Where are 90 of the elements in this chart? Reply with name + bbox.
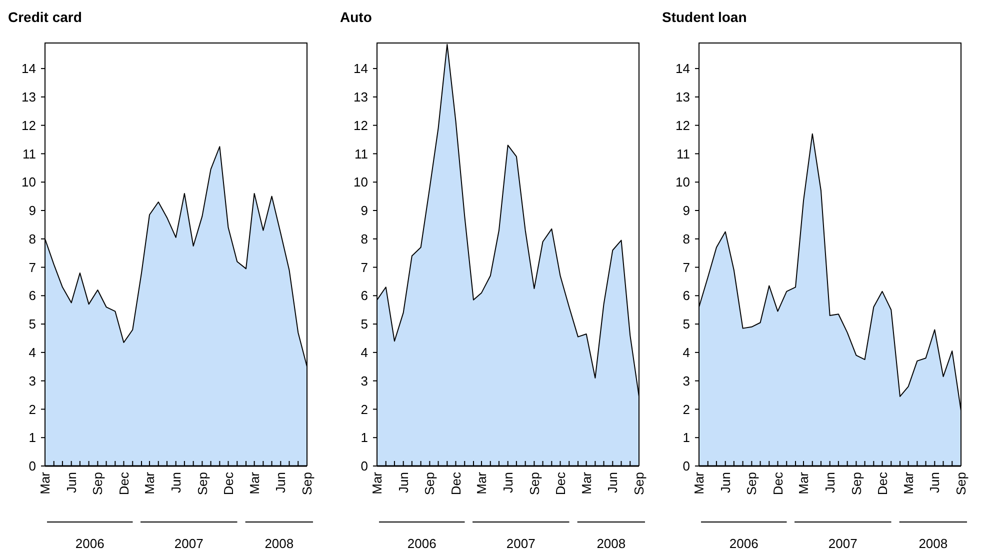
x-tick-label: Mar bbox=[692, 471, 707, 494]
y-tick-label: 3 bbox=[28, 373, 36, 388]
x-tick-label: Mar bbox=[900, 471, 916, 494]
y-tick-label: 12 bbox=[354, 118, 368, 133]
x-tick-label: Sep bbox=[848, 472, 864, 496]
y-tick-label: 5 bbox=[28, 316, 36, 332]
y-tick-label: 10 bbox=[676, 174, 690, 190]
y-tick-label: 13 bbox=[354, 89, 368, 104]
y-tick-label: 2 bbox=[28, 402, 36, 417]
x-tick-label: Mar bbox=[38, 471, 53, 494]
x-tick-label: Jun bbox=[64, 472, 79, 493]
y-tick-label: 7 bbox=[360, 260, 368, 275]
x-tick-label: Sep bbox=[194, 472, 210, 496]
chart-title: Student loan bbox=[662, 9, 747, 25]
y-tick-label: 11 bbox=[354, 146, 368, 162]
text: 2006 bbox=[75, 536, 104, 551]
y-tick-label: 0 bbox=[360, 458, 368, 474]
x-tick-label: Sep bbox=[422, 472, 438, 496]
y-tick-label: 9 bbox=[28, 203, 36, 218]
x-tick-label: Jun bbox=[168, 472, 184, 493]
x-tick-label: Mar bbox=[796, 471, 812, 494]
y-tick-label: 9 bbox=[682, 203, 690, 218]
y-tick-label: 7 bbox=[682, 260, 690, 275]
y-tick-label: 6 bbox=[360, 288, 368, 304]
y-tick-label: 5 bbox=[682, 316, 690, 332]
y-tick-label: 14 bbox=[354, 61, 368, 76]
x-tick-label: Sep bbox=[632, 472, 647, 496]
y-tick-label: 4 bbox=[28, 344, 36, 360]
y-tick-label: 0 bbox=[28, 458, 36, 474]
x-tick-label: Jun bbox=[500, 472, 516, 493]
y-tick-label: 3 bbox=[360, 373, 368, 388]
y-tick-label: 13 bbox=[676, 89, 690, 104]
y-tick-label: 1 bbox=[360, 430, 368, 446]
y-tick-label: 6 bbox=[682, 288, 690, 304]
text: 2006 bbox=[407, 536, 436, 551]
y-tick-label: 14 bbox=[22, 61, 36, 76]
y-tick-label: 8 bbox=[28, 231, 36, 246]
y-tick-label: 12 bbox=[22, 118, 36, 133]
y-tick-label: 2 bbox=[682, 402, 690, 417]
x-tick-label: Sep bbox=[954, 472, 969, 496]
text: 2008 bbox=[596, 536, 626, 551]
y-tick-label: 9 bbox=[360, 203, 368, 218]
x-tick-label: Jun bbox=[396, 472, 411, 493]
x-tick-label: Sep bbox=[744, 472, 760, 496]
y-tick-label: 2 bbox=[360, 402, 368, 417]
y-tick-label: 7 bbox=[28, 260, 36, 275]
text: 2007 bbox=[828, 536, 858, 551]
y-tick-label: 11 bbox=[676, 146, 690, 162]
y-tick-label: 1 bbox=[682, 430, 690, 446]
text: 2007 bbox=[174, 536, 204, 551]
y-tick-label: 1 bbox=[28, 430, 36, 446]
y-tick-label: 5 bbox=[360, 316, 368, 332]
y-tick-label: 6 bbox=[28, 288, 36, 304]
x-tick-label: Jun bbox=[822, 472, 838, 493]
x-tick-label: Dec bbox=[116, 472, 132, 496]
y-tick-label: 8 bbox=[360, 231, 368, 246]
x-tick-label: Mar bbox=[246, 471, 262, 494]
x-tick-label: Dec bbox=[220, 472, 236, 496]
text: 2008 bbox=[918, 536, 948, 551]
chart-title: Auto bbox=[340, 9, 372, 25]
x-tick-label: Mar bbox=[142, 471, 158, 494]
y-tick-label: 4 bbox=[360, 344, 368, 360]
x-tick-label: Mar bbox=[578, 471, 594, 494]
chart-title: Credit card bbox=[8, 9, 82, 25]
y-tick-label: 4 bbox=[682, 344, 690, 360]
x-tick-label: Jun bbox=[605, 472, 620, 493]
y-tick-label: 0 bbox=[682, 458, 690, 474]
x-tick-label: Jun bbox=[273, 472, 288, 493]
x-tick-label: Jun bbox=[927, 472, 942, 493]
y-tick-label: 11 bbox=[22, 146, 36, 162]
x-tick-label: Mar bbox=[474, 471, 490, 494]
text: 2006 bbox=[729, 536, 758, 551]
y-tick-label: 10 bbox=[22, 174, 36, 190]
x-tick-label: Dec bbox=[552, 472, 568, 496]
x-tick-label: Jun bbox=[718, 472, 733, 493]
x-tick-label: Dec bbox=[874, 472, 890, 496]
y-tick-label: 14 bbox=[676, 61, 690, 76]
x-tick-label: Sep bbox=[526, 472, 542, 496]
text: 2008 bbox=[264, 536, 294, 551]
y-tick-label: 8 bbox=[682, 231, 690, 246]
y-tick-label: 3 bbox=[682, 373, 690, 388]
x-tick-label: Dec bbox=[770, 472, 786, 496]
y-tick-label: 10 bbox=[354, 174, 368, 190]
x-tick-label: Dec bbox=[448, 472, 464, 496]
x-tick-label: Sep bbox=[90, 472, 106, 496]
x-tick-label: Mar bbox=[370, 471, 385, 494]
y-tick-label: 13 bbox=[22, 89, 36, 104]
text: 2007 bbox=[506, 536, 536, 551]
y-tick-label: 12 bbox=[676, 118, 690, 133]
x-tick-label: Sep bbox=[300, 472, 315, 496]
